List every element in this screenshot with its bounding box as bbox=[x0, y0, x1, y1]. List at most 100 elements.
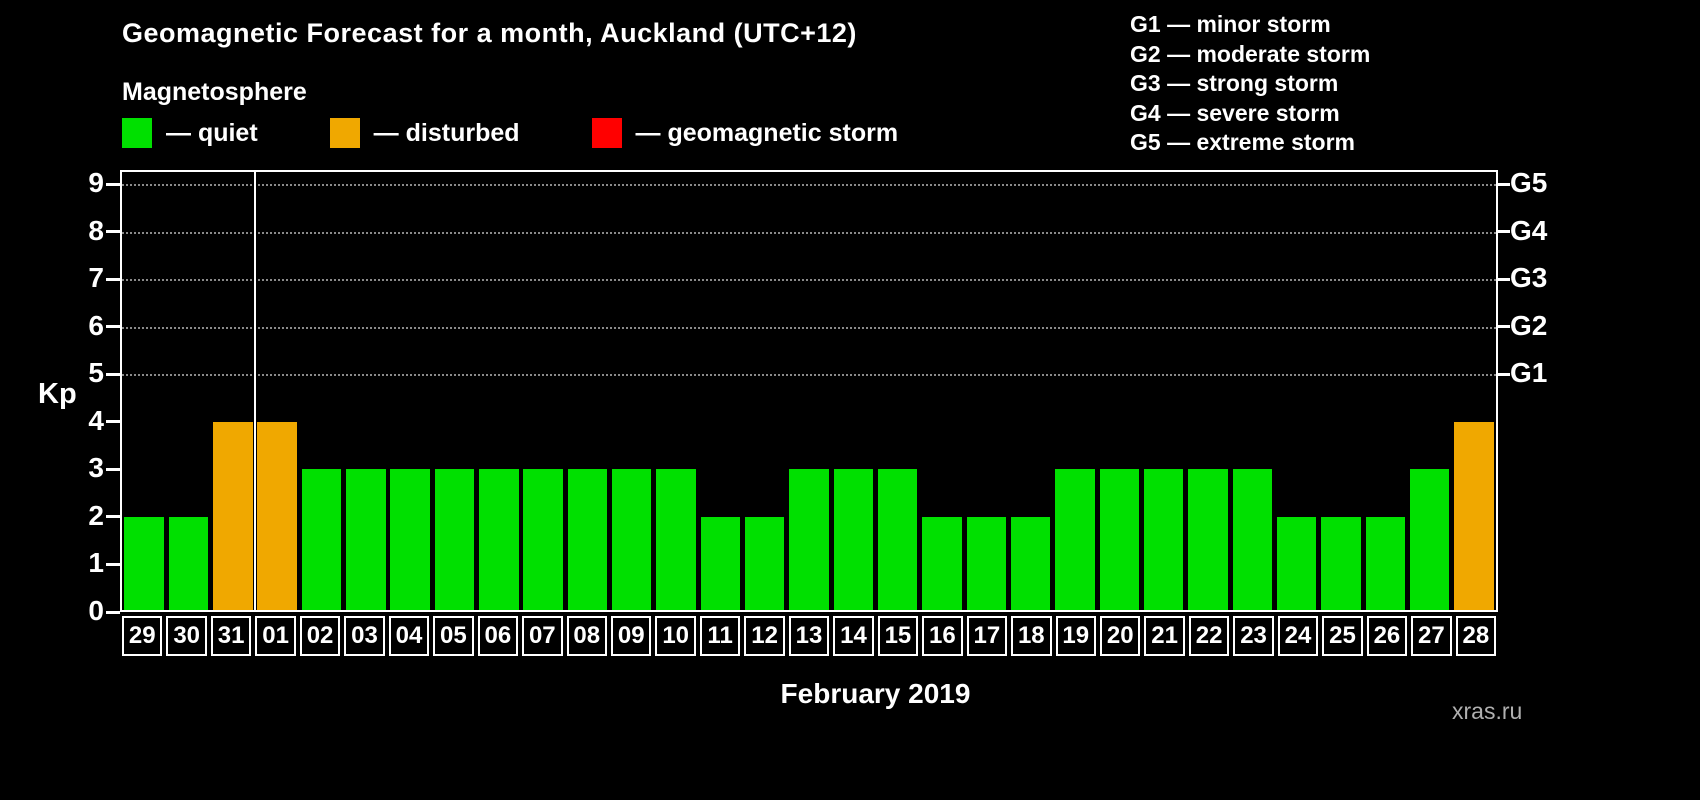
bar-slot-15 bbox=[876, 172, 920, 610]
bar-slot-23 bbox=[1230, 172, 1274, 610]
day-label-14: 14 bbox=[833, 616, 874, 656]
day-label-08: 08 bbox=[566, 616, 607, 656]
y-left-tickmark-3 bbox=[106, 467, 120, 471]
y-left-tick-2: 2 bbox=[88, 499, 104, 531]
day-label-02: 02 bbox=[299, 616, 341, 656]
g-legend-line-4: G4 — severe storm bbox=[1130, 99, 1340, 126]
bar-slot-31 bbox=[211, 172, 255, 610]
y-left-tickmark-2 bbox=[106, 515, 120, 519]
bar-slot-06 bbox=[477, 172, 521, 610]
day-label-28: 28 bbox=[1455, 616, 1497, 656]
day-label-07: 07 bbox=[522, 616, 563, 656]
g-legend-line-3: G3 — strong storm bbox=[1130, 70, 1339, 96]
day-label-18: 18 bbox=[1011, 616, 1052, 656]
bar-slot-08 bbox=[565, 172, 609, 610]
storm-color-swatch-icon bbox=[591, 118, 622, 148]
day-label-16: 16 bbox=[922, 616, 963, 656]
kp-bar-day-02 bbox=[301, 469, 342, 610]
bar-slot-19 bbox=[1053, 172, 1097, 610]
kp-bar-day-31 bbox=[213, 421, 253, 610]
kp-bar-day-05 bbox=[434, 469, 475, 610]
bar-slot-12 bbox=[743, 172, 787, 610]
kp-bar-day-13 bbox=[789, 469, 829, 610]
legend-label-quiet: — quiet bbox=[166, 118, 258, 147]
kp-bar-day-23 bbox=[1232, 469, 1273, 610]
y-right-tick-G5: G5 bbox=[1510, 167, 1548, 199]
kp-bar-day-24 bbox=[1276, 516, 1317, 610]
y-left-tickmark-9 bbox=[106, 182, 120, 186]
g-legend-line-1: G1 — minor storm bbox=[1130, 11, 1331, 37]
separator-layer bbox=[122, 172, 1496, 610]
kp-bar-day-11 bbox=[700, 516, 741, 610]
day-label-22: 22 bbox=[1188, 616, 1230, 656]
y-left-tick-8: 8 bbox=[88, 214, 104, 246]
kp-bar-day-03 bbox=[346, 469, 386, 610]
day-label-05: 05 bbox=[433, 616, 474, 656]
day-label-21: 21 bbox=[1144, 616, 1185, 656]
month-separator-line bbox=[253, 172, 256, 610]
y-right-tickmark-G2 bbox=[1496, 325, 1510, 329]
g-legend-line-5: G5 — extreme storm bbox=[1130, 129, 1355, 155]
kp-bar-day-08 bbox=[567, 469, 608, 610]
y-right-tick-G4: G4 bbox=[1510, 214, 1548, 246]
day-label-31: 31 bbox=[210, 616, 252, 656]
legend-item-disturbed: — disturbed bbox=[329, 118, 520, 148]
y-right-tick-G1: G1 bbox=[1510, 357, 1548, 389]
day-label-20: 20 bbox=[1099, 616, 1141, 656]
day-label-10: 10 bbox=[655, 616, 696, 656]
kp-bar-day-10 bbox=[656, 469, 696, 610]
legend-label-storm: — geomagnetic storm bbox=[635, 118, 899, 147]
y-left-tickmark-8 bbox=[106, 230, 120, 234]
gridline-kp-5 bbox=[122, 374, 1496, 377]
day-label-24: 24 bbox=[1277, 616, 1319, 656]
kp-bar-day-14 bbox=[833, 469, 874, 610]
watermark: xras.ru bbox=[1452, 698, 1523, 724]
bar-slot-03 bbox=[344, 172, 388, 610]
y-right-tickmark-G3 bbox=[1496, 277, 1510, 281]
y-right-tickmark-G5 bbox=[1496, 182, 1510, 186]
y-left-tickmark-7 bbox=[106, 277, 120, 281]
g-legend-line-2: G2 — moderate storm bbox=[1130, 40, 1371, 67]
bar-slot-30 bbox=[166, 172, 210, 610]
day-label-04: 04 bbox=[388, 616, 430, 656]
kp-bar-day-27 bbox=[1409, 469, 1450, 610]
legend-item-quiet: — quiet bbox=[122, 118, 258, 148]
bar-slot-27 bbox=[1408, 172, 1452, 610]
kp-bar-day-18 bbox=[1011, 516, 1051, 610]
y-left-tick-9: 9 bbox=[88, 167, 104, 199]
kp-bar-day-09 bbox=[612, 469, 652, 610]
y-right-tick-G2: G2 bbox=[1510, 309, 1548, 341]
bar-slot-29 bbox=[122, 172, 166, 610]
gridline-kp-9 bbox=[122, 184, 1496, 187]
day-label-30: 30 bbox=[166, 616, 207, 656]
kp-bar-day-30 bbox=[168, 516, 209, 610]
bar-slot-05 bbox=[432, 172, 476, 610]
y-left-tick-5: 5 bbox=[88, 357, 104, 389]
bar-slot-04 bbox=[388, 172, 432, 610]
kp-bar-day-12 bbox=[745, 516, 785, 610]
y-left-tickmark-1 bbox=[106, 562, 120, 566]
kp-bar-day-15 bbox=[878, 469, 918, 610]
bar-slot-25 bbox=[1319, 172, 1363, 610]
y-left-tickmark-5 bbox=[106, 372, 120, 376]
y-left-tick-6: 6 bbox=[88, 309, 104, 341]
day-label-25: 25 bbox=[1322, 616, 1363, 656]
g-scale-legend: G1 — minor storm G2 — moderate storm G3 — … bbox=[1130, 10, 1370, 158]
kp-bar-day-22 bbox=[1188, 469, 1228, 610]
y-left-tick-0: 0 bbox=[88, 595, 104, 626]
plot-area bbox=[120, 170, 1498, 612]
status-legend: — quiet — disturbed — geomagnetic storm bbox=[122, 118, 970, 148]
bar-slot-26 bbox=[1363, 172, 1407, 610]
kp-bar-day-28 bbox=[1454, 421, 1494, 610]
day-label-29: 29 bbox=[122, 616, 163, 656]
bar-slot-02 bbox=[299, 172, 343, 610]
bar-slot-20 bbox=[1097, 172, 1141, 610]
bar-slot-10 bbox=[654, 172, 698, 610]
day-label-26: 26 bbox=[1366, 616, 1408, 656]
disturbed-color-swatch-icon bbox=[329, 118, 360, 148]
kp-bar-day-26 bbox=[1365, 516, 1406, 610]
gridline-kp-6 bbox=[122, 326, 1496, 329]
day-label-27: 27 bbox=[1411, 616, 1452, 656]
bars-layer bbox=[122, 172, 1496, 610]
